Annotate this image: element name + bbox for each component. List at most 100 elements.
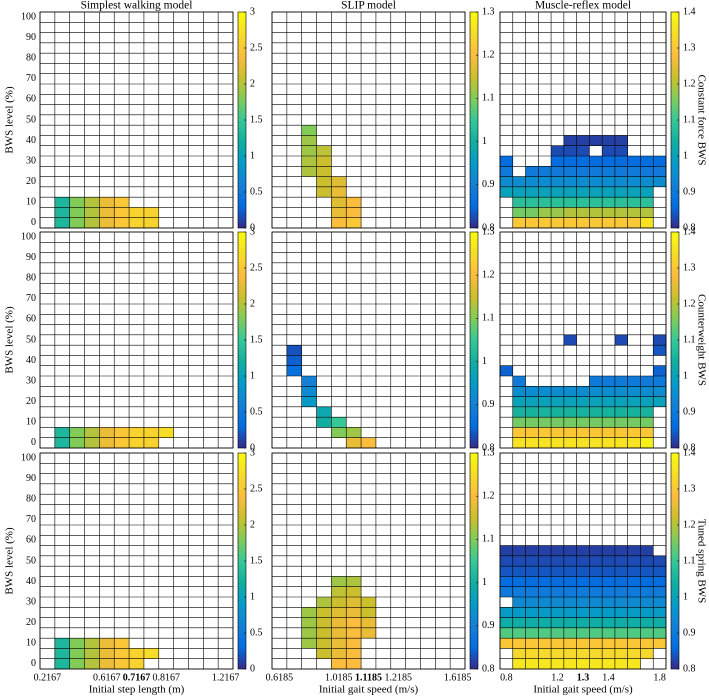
y-tick-label: 20 — [26, 617, 36, 628]
heat-cell — [512, 217, 526, 228]
x-tick-label: 0.2167 — [34, 672, 62, 683]
colorbar-tick-label: 1.1 — [482, 313, 495, 324]
heat-cell — [576, 576, 590, 587]
heat-cell — [500, 545, 513, 556]
heat-cell — [576, 406, 590, 418]
column-title: Simplest walking model — [81, 0, 193, 12]
x-tick-label: 0.8167 — [152, 672, 180, 683]
heat-cell — [576, 197, 590, 208]
heat-cell — [538, 566, 552, 577]
heat-cell — [316, 638, 332, 649]
heat-cell — [143, 207, 159, 218]
heat-cell — [627, 617, 641, 628]
colorbar-tick-label: 1.5 — [250, 334, 263, 345]
heat-cell — [346, 217, 362, 228]
heat-cell — [602, 376, 615, 387]
heat-cell — [627, 555, 641, 567]
heat-cell — [500, 617, 513, 628]
heat-cell — [563, 207, 577, 218]
heat-cell — [525, 437, 539, 448]
heat-cell — [525, 197, 539, 208]
heat-cell — [114, 217, 130, 228]
heat-cell — [614, 658, 628, 669]
heat-cell — [653, 617, 666, 628]
heat-cell — [512, 186, 526, 198]
heat-cell — [551, 586, 564, 597]
heat-cell — [99, 437, 115, 448]
heat-cell — [627, 437, 641, 448]
y-tick-label: 90 — [26, 473, 36, 484]
heat-cell — [589, 597, 603, 608]
heat-cell — [563, 617, 577, 628]
heat-cell — [99, 207, 115, 218]
y-tick-label: 0 — [31, 217, 36, 228]
colorbar-tick-label: 0 — [250, 663, 255, 674]
heat-cell — [589, 555, 603, 567]
heat-cell — [640, 638, 654, 649]
heat-cell — [653, 334, 666, 346]
heat-cell — [614, 417, 628, 428]
heat-cell — [331, 417, 347, 428]
heat-cell — [589, 166, 603, 177]
heat-cell — [512, 648, 526, 659]
heat-cell — [576, 658, 590, 669]
heat-cell — [538, 607, 552, 618]
heat-cell — [551, 156, 564, 167]
colorbar — [469, 11, 479, 229]
row-label: Counterweight BWS — [695, 294, 707, 386]
heat-cell — [627, 386, 641, 397]
heat-cell — [589, 376, 603, 387]
heat-cell — [99, 197, 115, 208]
heat-cell — [627, 658, 641, 669]
heat-cell — [512, 638, 526, 649]
heat-cell — [589, 586, 603, 597]
heat-cell — [576, 135, 590, 146]
heat-cell — [614, 334, 628, 346]
heat-cell — [563, 417, 577, 428]
heat-cell — [602, 166, 615, 177]
heat-cell — [576, 417, 590, 428]
heat-cell — [525, 207, 539, 218]
heat-cell — [576, 396, 590, 407]
heat-cell — [500, 555, 513, 567]
heat-cell — [512, 566, 526, 577]
heat-cell — [551, 576, 564, 587]
heat-cell — [602, 586, 615, 597]
column-title: SLIP model — [341, 0, 396, 12]
axes-frame — [271, 452, 466, 670]
heat-cell — [640, 586, 654, 597]
heat-cell — [129, 437, 144, 448]
heat-cell — [563, 597, 577, 608]
heat-cell — [99, 427, 115, 438]
heat-cell — [331, 427, 347, 438]
heat-cell — [331, 597, 347, 608]
heat-cell — [640, 376, 654, 387]
heat-cell — [538, 576, 552, 587]
heat-cell — [316, 607, 332, 618]
heat-cell — [589, 417, 603, 428]
heat-cell — [525, 396, 539, 407]
heat-cell — [614, 145, 628, 156]
heat-cell — [653, 566, 666, 577]
heat-cell — [512, 207, 526, 218]
heat-cell — [512, 417, 526, 428]
heat-cell — [589, 576, 603, 587]
heat-cell — [512, 406, 526, 418]
heat-cell — [576, 617, 590, 628]
heat-cell — [602, 207, 615, 218]
heat-cell — [627, 156, 641, 167]
heat-cell — [563, 607, 577, 618]
y-tick-label: 50 — [26, 555, 36, 566]
heat-cell — [627, 607, 641, 618]
heat-cell — [589, 545, 603, 556]
axes-frame — [499, 452, 667, 670]
heat-cell — [614, 217, 628, 228]
heat-cell — [114, 648, 130, 659]
heat-cell — [627, 217, 641, 228]
heat-cell — [589, 607, 603, 618]
heat-cell — [500, 566, 513, 577]
heat-cell — [525, 566, 539, 577]
heat-cell — [525, 586, 539, 597]
colorbar-tick-label: 3 — [250, 226, 255, 237]
colorbar-tick-label: 2.5 — [250, 42, 263, 53]
